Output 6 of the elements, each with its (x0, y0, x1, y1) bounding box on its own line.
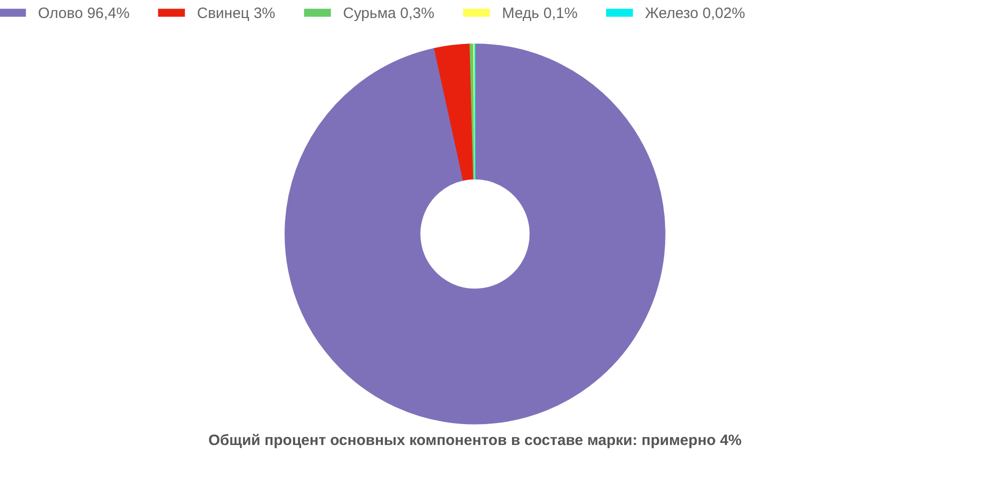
legend-label: Железо 0,02% (645, 4, 746, 22)
legend-label: Медь 0,1% (502, 4, 578, 22)
text: Общий процент основных компонентов в составе марки: примерно 4% (208, 432, 742, 449)
legend-label: Свинец 3% (197, 4, 276, 22)
legend-label: Олово 96,4% (38, 4, 130, 22)
legend-label: Сурьма 0,3% (343, 4, 434, 22)
